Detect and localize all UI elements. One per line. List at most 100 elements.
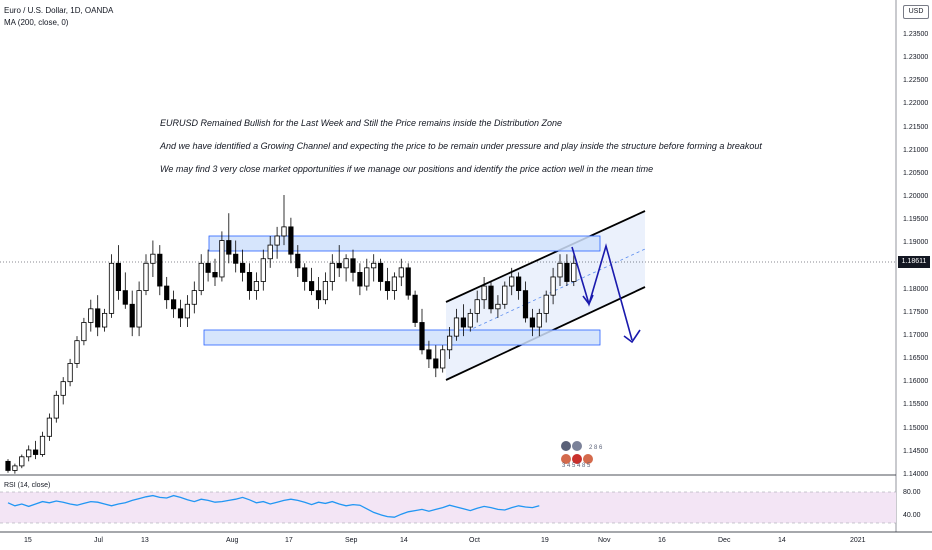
candle bbox=[253, 272, 259, 300]
candle bbox=[184, 295, 190, 328]
time-tick-label: Jul bbox=[94, 537, 103, 544]
rsi-tick-label: 80.00 bbox=[903, 489, 921, 496]
candle-body bbox=[198, 262, 204, 292]
candle-body bbox=[143, 262, 149, 292]
candle-body bbox=[343, 258, 349, 269]
price-tick-label: 1.22000 bbox=[903, 100, 929, 108]
candle bbox=[467, 308, 473, 332]
event-flags-icon[interactable]: 2 8 6 3 4 5 4 8 5 bbox=[561, 441, 603, 469]
candle bbox=[412, 290, 418, 328]
projection-path[interactable] bbox=[571, 243, 633, 341]
candle bbox=[115, 245, 121, 300]
candle bbox=[295, 245, 301, 277]
candle-body bbox=[495, 303, 501, 310]
time-tick-label: Dec bbox=[718, 537, 731, 544]
rsi-line bbox=[7, 494, 540, 518]
candle-body bbox=[46, 417, 53, 437]
support-zone[interactable] bbox=[203, 329, 601, 346]
candle bbox=[529, 308, 536, 337]
candle-body bbox=[129, 303, 135, 328]
candle bbox=[350, 249, 356, 282]
svg-text:2 8 6: 2 8 6 bbox=[589, 445, 603, 451]
candle bbox=[260, 249, 266, 291]
annotation-line-3: We may find 3 very close market opportun… bbox=[160, 164, 654, 174]
candle-body bbox=[281, 226, 287, 237]
candle bbox=[453, 308, 460, 341]
candle bbox=[329, 254, 335, 291]
price-tick-label: 1.16000 bbox=[903, 378, 929, 386]
candle-body bbox=[315, 290, 322, 301]
distribution-zone[interactable] bbox=[208, 235, 601, 252]
candle bbox=[426, 340, 432, 369]
candle-body bbox=[453, 317, 460, 337]
rsi-tick-label: 40.00 bbox=[903, 512, 921, 519]
rsi-band bbox=[0, 492, 896, 523]
candle-body bbox=[288, 226, 294, 255]
candle bbox=[481, 276, 487, 309]
candle bbox=[81, 317, 87, 346]
candle-body bbox=[191, 290, 197, 305]
candle bbox=[88, 299, 94, 332]
candle bbox=[288, 217, 294, 264]
indicator-label: MA (200, close, 0) bbox=[4, 18, 69, 27]
candle bbox=[102, 308, 108, 332]
time-tick-label: 15 bbox=[24, 537, 32, 544]
candle bbox=[212, 258, 218, 287]
candle bbox=[33, 440, 39, 460]
candle bbox=[391, 272, 398, 300]
candle bbox=[543, 290, 549, 323]
candle-body bbox=[536, 312, 542, 328]
candle-body bbox=[19, 456, 25, 467]
candle bbox=[509, 267, 515, 296]
candle bbox=[53, 390, 59, 423]
price-tick-label: 1.18000 bbox=[903, 285, 929, 293]
candle-body bbox=[564, 262, 570, 282]
time-tick-label: 19 bbox=[541, 537, 549, 544]
candle-body bbox=[557, 262, 563, 278]
candle bbox=[46, 413, 53, 441]
candle bbox=[267, 235, 273, 268]
candle bbox=[164, 276, 170, 309]
candle bbox=[205, 249, 211, 282]
candle-body bbox=[88, 308, 94, 323]
candle bbox=[150, 240, 156, 277]
candle bbox=[5, 459, 11, 473]
price-tick-label: 1.14000 bbox=[903, 470, 929, 478]
candle-body bbox=[115, 262, 121, 292]
price-tick-label: 1.16500 bbox=[903, 355, 929, 363]
candle-body bbox=[502, 285, 508, 305]
candle bbox=[226, 213, 232, 264]
candle-body bbox=[481, 285, 487, 301]
currency-badge[interactable]: USD bbox=[903, 5, 929, 19]
candle-body bbox=[53, 394, 59, 419]
candle bbox=[536, 308, 542, 337]
candle-body bbox=[522, 290, 529, 319]
candle bbox=[488, 281, 494, 314]
candle-body bbox=[440, 349, 446, 369]
price-tick-label: 1.21500 bbox=[903, 123, 929, 131]
rsi-label: RSI (14, close) bbox=[4, 482, 51, 489]
candle-body bbox=[274, 235, 280, 246]
candle-body bbox=[74, 340, 80, 364]
candle bbox=[377, 258, 384, 291]
candle-body bbox=[5, 460, 11, 471]
price-tick-label: 1.23000 bbox=[903, 54, 929, 62]
symbol-title: Euro / U.S. Dollar, 1D, OANDA bbox=[4, 6, 114, 15]
candle bbox=[108, 254, 115, 318]
price-tick-label: 1.17000 bbox=[903, 331, 929, 339]
price-tick-label: 1.19500 bbox=[903, 216, 929, 224]
candle-body bbox=[122, 290, 128, 305]
candle-body bbox=[446, 335, 453, 351]
candle bbox=[122, 272, 128, 309]
candle bbox=[129, 290, 135, 337]
candle-body bbox=[150, 253, 156, 264]
candle bbox=[364, 258, 370, 291]
candle-body bbox=[302, 267, 308, 282]
candle bbox=[564, 254, 570, 287]
candle bbox=[315, 276, 322, 309]
candle-body bbox=[60, 381, 66, 396]
candles-group bbox=[5, 195, 577, 474]
channel-upper-line[interactable] bbox=[445, 210, 646, 303]
